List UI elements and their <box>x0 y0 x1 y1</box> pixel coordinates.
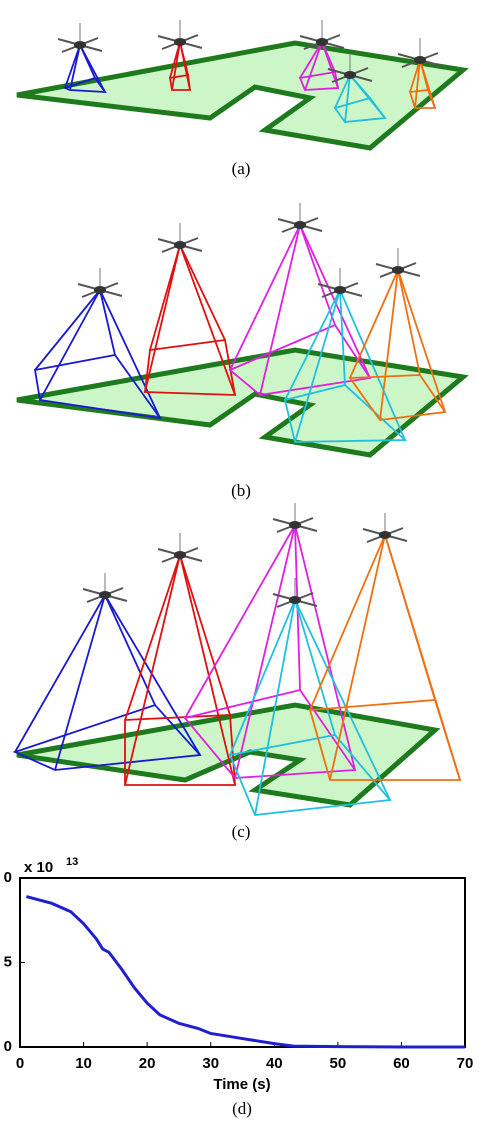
view-edge <box>398 270 420 375</box>
drone <box>58 23 102 52</box>
drone-body <box>174 551 186 559</box>
multiplier-exponent: 13 <box>66 856 78 868</box>
drone-body <box>414 56 426 64</box>
caption: (a) <box>232 159 251 178</box>
drone <box>376 248 420 277</box>
view-edge <box>35 290 100 370</box>
x-tick-label: 60 <box>393 1055 410 1072</box>
drone <box>78 268 122 297</box>
drone <box>278 203 322 232</box>
drone-body <box>379 531 391 539</box>
drone-body <box>94 286 106 294</box>
drone-body <box>289 596 301 604</box>
drone-body <box>99 591 111 599</box>
drone-body <box>174 241 186 249</box>
x-tick-label: 70 <box>457 1055 474 1072</box>
drone-body <box>392 266 404 274</box>
plot-frame <box>20 878 465 1047</box>
x-tick-label: 40 <box>266 1055 283 1072</box>
drone <box>158 533 202 562</box>
drone-body <box>74 41 86 49</box>
diagrams <box>15 20 463 815</box>
drone-body <box>294 221 306 229</box>
drone <box>158 223 202 252</box>
x-tick-label: 0 <box>16 1055 24 1072</box>
data-line <box>26 897 465 1047</box>
drone-body <box>334 286 346 294</box>
view-edge <box>180 245 225 340</box>
multiplier: x 10 <box>24 859 53 876</box>
coverage-region <box>17 43 463 148</box>
view-edge <box>100 290 115 355</box>
view-edge <box>40 290 100 400</box>
x-tick-label: 30 <box>202 1055 219 1072</box>
drone <box>273 503 317 532</box>
drone-body <box>344 71 356 79</box>
drone-body <box>174 38 186 46</box>
drone-body <box>316 38 328 46</box>
y-tick-label: 0 <box>4 1038 12 1055</box>
view-edge <box>310 535 385 710</box>
drone-body <box>289 521 301 529</box>
view-edge <box>125 555 180 720</box>
view-edge <box>230 225 300 370</box>
caption: (d) <box>232 1099 252 1118</box>
x-tick-label: 20 <box>139 1055 156 1072</box>
drone <box>83 573 127 602</box>
caption: (b) <box>231 481 251 500</box>
caption: (c) <box>232 822 251 841</box>
drone <box>363 513 407 542</box>
coverage-region <box>17 705 435 805</box>
view-edge <box>180 555 230 715</box>
view-edge <box>15 595 105 752</box>
x-tick-label: 10 <box>75 1055 92 1072</box>
x-axis-label: Time (s) <box>213 1076 270 1093</box>
figure: (a) (b) (c) x 10 13 Time (s) (d) 0500102… <box>0 0 482 1127</box>
drone <box>158 20 202 49</box>
y-tick-label: 5 <box>4 953 12 970</box>
y-tick-label: 0 <box>4 869 12 886</box>
x-tick-label: 50 <box>330 1055 347 1072</box>
